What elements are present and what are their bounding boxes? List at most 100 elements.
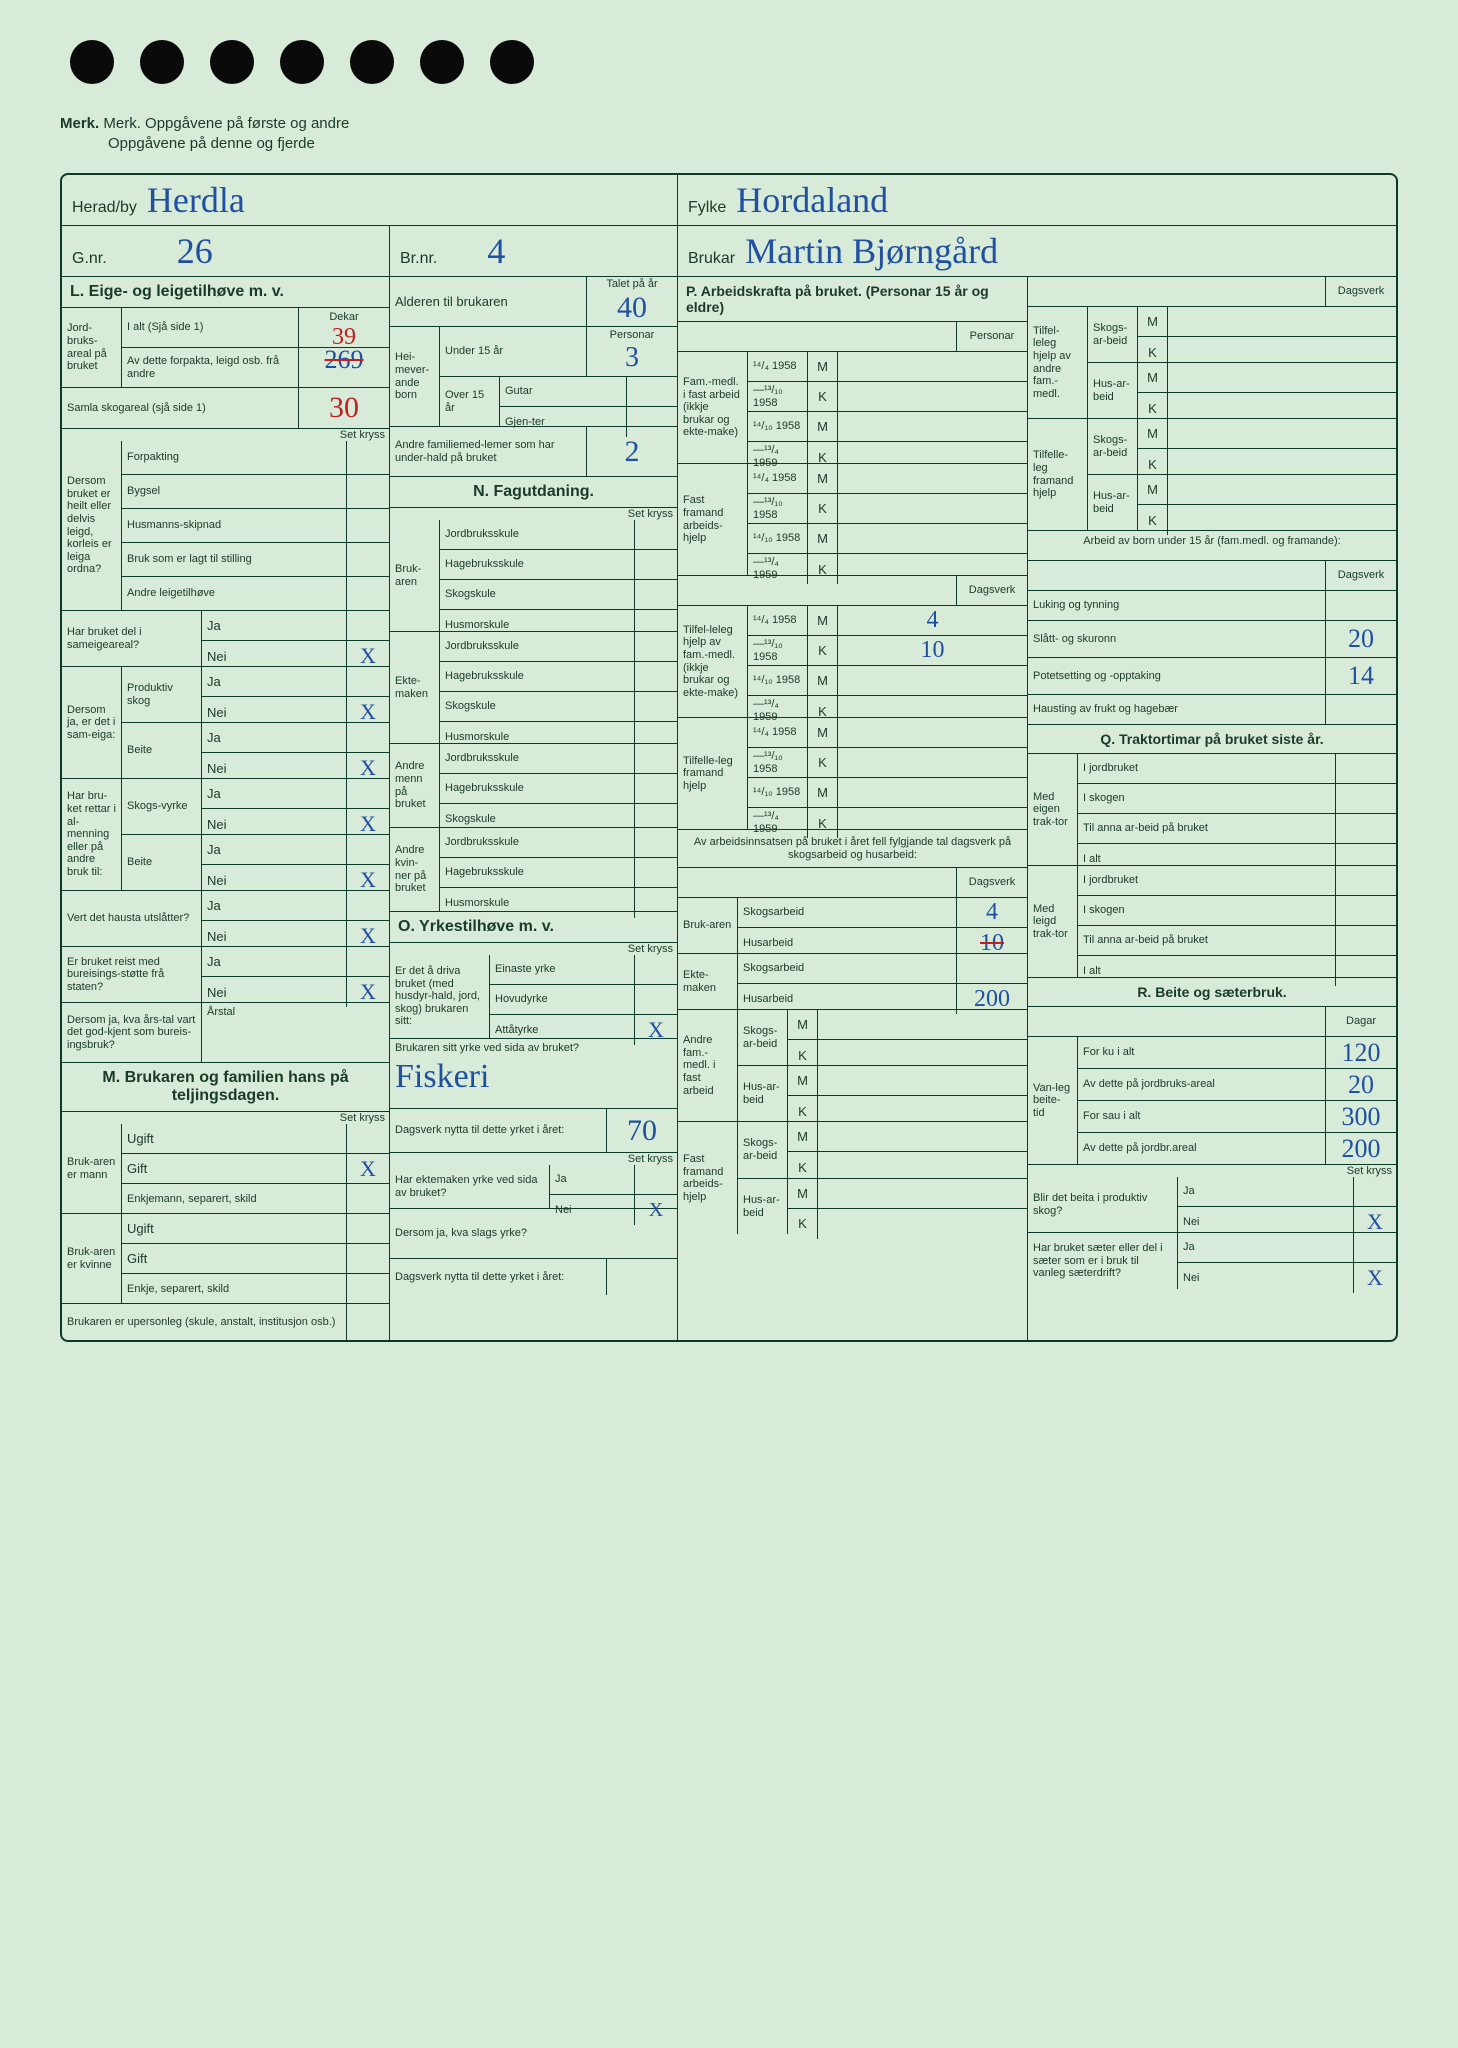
medleigd: Med leigd trak-tor (1028, 866, 1078, 977)
val: 4 (986, 899, 998, 926)
setkryss: Set kryss (390, 1153, 677, 1165)
dersom-label: Dersom bruket er heilt eller delvis leig… (62, 441, 122, 610)
arstal: Årstal (207, 1006, 235, 1019)
M: M (808, 352, 838, 381)
hole (70, 40, 114, 84)
ja: Ja (550, 1165, 635, 1194)
hole (140, 40, 184, 84)
avdette-label: Av dette forpakta, leigd osb. frå andre (122, 348, 299, 387)
heradby-label: Herad/by (72, 199, 137, 217)
h: Hus-ar-beid (738, 1179, 788, 1235)
d: —¹³/₁₀ 1958 (748, 636, 808, 665)
brnr-value: 4 (487, 230, 505, 272)
forpakting: Forpakting (122, 441, 347, 474)
form: Herad/by Herdla Fylke Hordaland G.nr. 26… (60, 173, 1398, 1342)
skog: Skogskule (440, 580, 635, 609)
s: Skogs-ar-beid (1088, 419, 1138, 474)
setkryss: Set kryss (62, 429, 389, 441)
over15: Over 15 år (440, 377, 500, 426)
M: M (808, 718, 838, 747)
hole (210, 40, 254, 84)
val: 4 (927, 607, 939, 634)
dagsverk: Dagsverk (957, 576, 1027, 605)
M: M (788, 1179, 818, 1208)
beite2: Beite (122, 835, 202, 890)
dagsverk: Dagsverk nytta til dette yrket i året: (390, 1109, 607, 1152)
K: K (788, 1152, 818, 1182)
M: M (808, 606, 838, 635)
arbeidavborn: Arbeid av born under 15 år (fam.medl. og… (1032, 535, 1392, 556)
M: M (808, 778, 838, 807)
N-ektemaken: Ekte-maken (390, 632, 440, 743)
hagebruks4: Hagebruksskule (440, 858, 635, 887)
personar: Personar (610, 329, 655, 342)
skogsarbeid: Skogsarbeid (738, 898, 957, 927)
iskogen: I skogen (1078, 896, 1336, 925)
hole (420, 40, 464, 84)
ja: Ja (202, 779, 347, 808)
medeigen: Med eigen trak-tor (1028, 754, 1078, 865)
d: ¹⁴/₁₀ 1958 (748, 524, 808, 553)
L-title: L. Eige- og leigetilhøve m. v. (62, 277, 389, 308)
ja: Ja (202, 611, 347, 640)
K: K (788, 1209, 818, 1239)
alder-val: 40 (617, 291, 647, 325)
M: M (1138, 363, 1168, 392)
dagsverk-val: 70 (627, 1114, 657, 1148)
M: M (808, 464, 838, 493)
ijord: I jordbruket (1078, 754, 1336, 783)
x: X (360, 979, 376, 1005)
dersomjakvaar: Dersom ja, kva års-tal vart det god-kjen… (62, 1003, 202, 1062)
beite: Beite (122, 723, 202, 778)
jordbruks2: Jordbruksskule (440, 632, 635, 661)
dagsverk2: Dagsverk nytta til dette yrket i året: (390, 1259, 607, 1295)
ja: Ja (202, 835, 347, 864)
d: ¹⁴/₁₀ 1958 (748, 666, 808, 695)
nei: Nei (1178, 1263, 1354, 1293)
husmor4: Husmorskule (440, 888, 635, 918)
blirdet: Blir det beita i produktiv skog? (1028, 1177, 1178, 1232)
dagsverk: Dagsverk (1326, 277, 1396, 306)
fylke-label: Fylke (688, 199, 726, 217)
gnr-value: 26 (177, 230, 213, 272)
N-title: N. Fagutdaning. (390, 477, 677, 508)
d: ¹⁴/₁₀ 1958 (748, 778, 808, 807)
samla-val: 30 (329, 391, 359, 425)
under15: Under 15 år (440, 327, 587, 376)
x: X (360, 699, 376, 725)
vertdet: Vert det hausta utslåtter? (62, 891, 202, 946)
forsau: For sau i alt (1078, 1101, 1326, 1132)
K: K (808, 808, 838, 838)
husmanns: Husmanns-skipnad (122, 509, 347, 542)
merk-line2: Oppgåvene på denne og fjerde (108, 135, 315, 152)
ja: Ja (202, 667, 347, 696)
d: —¹³/₁₀ 1958 (748, 494, 808, 523)
andreleige: Andre leigetilhøve (122, 577, 347, 610)
Q-title: Q. Traktortimar på bruket siste år. (1028, 725, 1396, 754)
dekar-label: Dekar (329, 311, 358, 324)
vanleg: Van-leg beite-tid (1028, 1037, 1078, 1164)
harektemaken: Har ektemaken yrke ved sida av bruket? (390, 1165, 550, 1208)
ja: Ja (202, 891, 347, 920)
ialt: I alt (1078, 956, 1336, 986)
x: X (360, 867, 376, 893)
avdette: Av dette på jordbruks-areal (1078, 1069, 1326, 1100)
skog2: Skogskule (440, 692, 635, 721)
setkryss: Set kryss (390, 943, 677, 955)
personar: Personar (957, 322, 1027, 351)
header-row-2: G.nr. 26 Br.nr. 4 Brukar Martin Bjørngår… (62, 226, 1396, 277)
ja: Ja (202, 723, 347, 752)
P-ektemaken: Ekte-maken (678, 954, 738, 1009)
note: Merk. Merk. Oppgåvene på første og andre… (60, 114, 1398, 153)
d: ¹⁴/₄ 1958 (748, 352, 808, 381)
d: —¹³/₄ 1959 (748, 808, 808, 838)
harbruket: Har bruket del i sameigeareal? (62, 611, 202, 666)
d: —¹³/₁₀ 1958 (748, 748, 808, 777)
r-tilfelleleg2: Tilfelle-leg framand hjelp (1028, 419, 1088, 530)
x: X (360, 1156, 376, 1182)
P-andrefam: Andre fam.-medl. i fast arbeid (678, 1010, 738, 1121)
h: Hus-ar-beid (1088, 363, 1138, 418)
skogsarbeid: Skogsarbeid (738, 954, 957, 983)
x: X (1367, 1265, 1383, 1291)
tilanna: Til anna ar-beid på bruket (1078, 814, 1336, 843)
